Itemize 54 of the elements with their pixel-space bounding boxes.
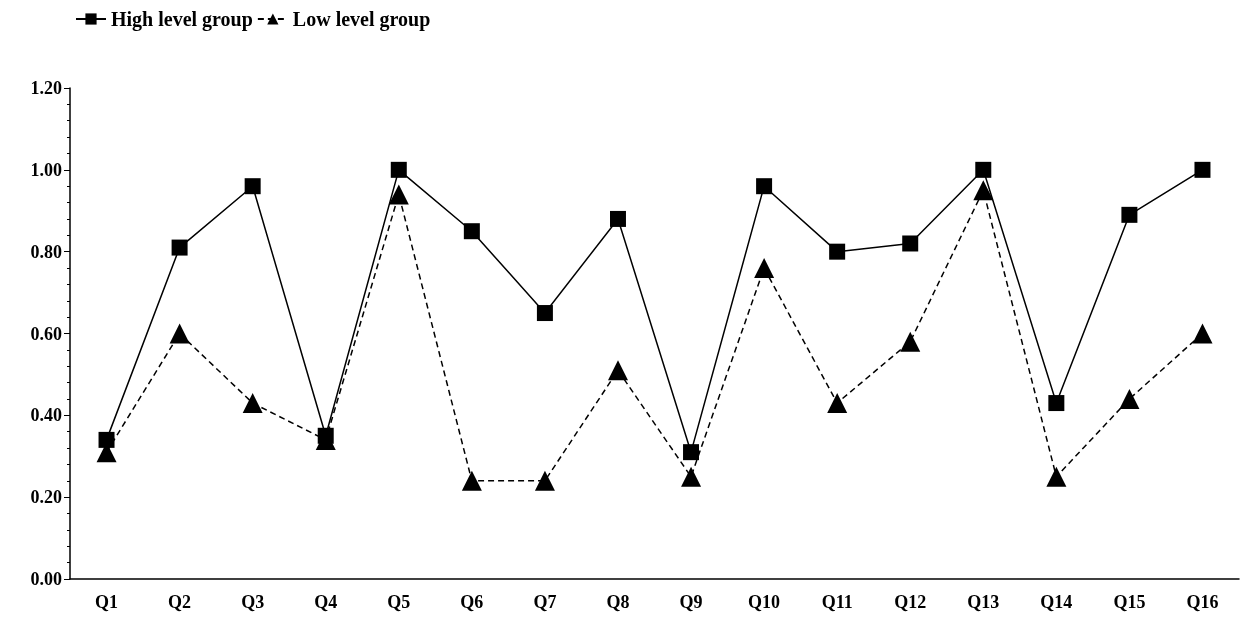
x-tick-label: Q16	[1186, 592, 1219, 612]
legend-label: Low level group	[292, 8, 431, 31]
point	[1192, 323, 1213, 344]
x-tick-label: Q7	[533, 592, 557, 612]
point	[1194, 161, 1211, 178]
point	[244, 178, 261, 195]
y-tick-label: 0.00	[30, 569, 62, 589]
point	[607, 360, 628, 381]
x-tick-label: Q13	[967, 592, 1000, 612]
point	[754, 258, 775, 279]
legend-label: High level group	[111, 8, 253, 31]
point	[463, 223, 480, 240]
point	[829, 243, 846, 260]
x-tick-label: Q8	[606, 592, 630, 612]
point	[534, 470, 555, 491]
point	[98, 431, 115, 448]
x-tick-label: Q10	[748, 592, 781, 612]
y-tick-label: 0.80	[30, 241, 62, 262]
x-tick-label: Q9	[679, 592, 703, 612]
x-tick-label: Q4	[314, 592, 338, 612]
point	[609, 210, 626, 227]
point	[1119, 388, 1140, 409]
point	[827, 393, 848, 414]
x-tick-label: Q12	[894, 592, 927, 612]
x-tick-label: Q3	[241, 592, 265, 612]
x-tick-label: Q14	[1040, 592, 1073, 612]
point	[902, 235, 919, 252]
x-tick-label: Q1	[95, 592, 119, 612]
point	[242, 393, 263, 414]
point	[388, 184, 409, 205]
point	[1121, 206, 1138, 223]
point	[461, 470, 482, 491]
point	[390, 161, 407, 178]
point	[169, 323, 190, 344]
x-tick-label: Q5	[387, 592, 411, 612]
y-tick-label: 0.40	[30, 405, 62, 426]
x-tick-label: Q15	[1113, 592, 1146, 612]
y-tick-label: 0.20	[30, 487, 62, 508]
point	[681, 466, 702, 487]
y-tick-label: 1.20	[30, 78, 62, 98]
x-tick-label: Q6	[460, 592, 484, 612]
y-tick-label: 1.00	[30, 159, 62, 180]
point	[1048, 395, 1065, 412]
point	[536, 305, 553, 322]
x-tick-label: Q11	[821, 592, 853, 612]
point	[973, 180, 994, 201]
point	[1046, 466, 1067, 487]
point	[756, 178, 773, 195]
point	[171, 239, 188, 256]
y-tick-label: 0.60	[30, 323, 62, 344]
point	[683, 444, 700, 461]
point	[975, 161, 992, 178]
point	[900, 331, 921, 352]
x-tick-label: Q2	[168, 592, 192, 612]
